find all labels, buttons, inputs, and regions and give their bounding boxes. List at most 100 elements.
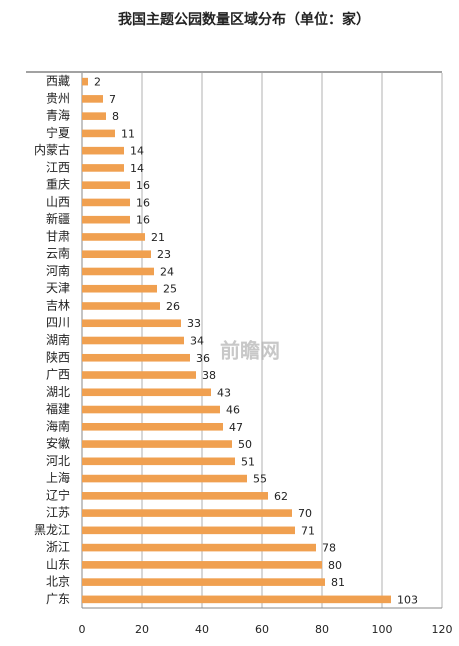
x-tick-label: 120 (432, 623, 453, 636)
bar (82, 474, 247, 483)
value-label: 46 (226, 404, 240, 417)
y-tick-label: 贵州 (46, 91, 70, 105)
value-label: 2 (94, 76, 101, 89)
bar (82, 353, 190, 362)
bar (82, 440, 232, 448)
bar (82, 405, 220, 414)
value-label: 62 (274, 490, 288, 503)
y-tick-label: 辽宁 (46, 487, 70, 502)
y-tick-label: 四川 (46, 316, 70, 330)
y-tick-label: 河北 (46, 454, 70, 468)
value-label: 71 (301, 524, 315, 537)
bar (82, 578, 325, 586)
value-label: 11 (121, 127, 135, 140)
value-label: 16 (136, 179, 150, 192)
bar (82, 164, 124, 172)
y-tick-label: 吉林 (46, 298, 70, 312)
value-label: 26 (166, 300, 180, 313)
value-label: 51 (241, 455, 255, 468)
y-tick-label: 北京 (46, 575, 70, 589)
value-label: 78 (322, 542, 336, 555)
y-tick-label: 山东 (46, 557, 70, 571)
value-label: 16 (136, 196, 150, 209)
bar (82, 319, 181, 328)
y-tick-label: 青海 (46, 108, 70, 123)
value-label: 38 (202, 369, 216, 382)
value-label: 70 (298, 507, 312, 520)
value-label: 55 (253, 473, 267, 486)
x-tick-label: 80 (315, 623, 329, 636)
bar (82, 146, 124, 155)
bar (82, 95, 103, 103)
y-tick-label: 海南 (46, 418, 70, 433)
chart-title: 我国主题公园数量区域分布（单位：家） (118, 11, 370, 28)
y-tick-label: 上海 (46, 470, 70, 485)
y-tick-label: 江西 (46, 160, 70, 174)
bar (82, 129, 115, 138)
y-tick-label: 天津 (46, 281, 70, 295)
y-tick-label: 山西 (46, 195, 70, 209)
value-label: 24 (160, 265, 174, 278)
bar (82, 77, 88, 86)
bar (82, 267, 154, 276)
bar (82, 388, 211, 397)
value-label: 16 (136, 214, 150, 227)
bar (82, 457, 235, 466)
y-tick-label: 福建 (46, 401, 70, 416)
value-label: 14 (130, 145, 144, 158)
value-label: 23 (157, 248, 171, 261)
value-label: 25 (163, 283, 177, 296)
x-tick-label: 20 (135, 623, 149, 636)
value-label: 47 (229, 421, 243, 434)
bar (82, 543, 316, 552)
bar (82, 233, 145, 241)
y-tick-label: 云南 (46, 246, 70, 261)
y-tick-label: 黑龙江 (34, 523, 70, 537)
bar (82, 595, 391, 604)
bar (82, 561, 322, 569)
value-label: 7 (109, 93, 116, 106)
y-tick-label: 新疆 (46, 211, 70, 226)
bar (82, 181, 130, 189)
value-label: 33 (187, 317, 201, 330)
x-tick-label: 40 (195, 623, 209, 636)
value-label: 34 (190, 335, 204, 348)
value-label: 14 (130, 162, 144, 175)
y-tick-label: 浙江 (46, 540, 70, 554)
y-tick-label: 陕西 (46, 349, 70, 364)
bar (82, 509, 292, 517)
y-tick-label: 湖北 (46, 384, 70, 399)
y-tick-label: 江苏 (46, 506, 70, 520)
bar (82, 492, 268, 500)
y-tick-label: 西藏 (46, 74, 70, 88)
y-tick-label: 重庆 (46, 178, 70, 192)
bar (82, 526, 295, 535)
bar (82, 284, 157, 293)
value-label: 81 (331, 576, 345, 589)
x-tick-label: 0 (79, 623, 86, 636)
bar (82, 198, 130, 207)
bar (82, 302, 160, 310)
y-tick-label: 甘肃 (46, 229, 70, 243)
value-label: 36 (196, 352, 210, 365)
y-tick-label: 湖南 (46, 332, 70, 347)
y-tick-label: 内蒙古 (34, 142, 70, 157)
value-label: 80 (328, 559, 342, 572)
y-tick-label: 安徽 (46, 436, 70, 451)
y-tick-label: 广西 (46, 368, 70, 382)
bar (82, 112, 106, 120)
bar (82, 215, 130, 224)
bar (82, 371, 196, 379)
y-tick-label: 广东 (46, 592, 70, 606)
watermark: 前瞻网 (220, 339, 280, 363)
value-label: 43 (217, 386, 231, 399)
y-tick-label: 宁夏 (46, 125, 70, 140)
value-label: 21 (151, 231, 165, 244)
x-tick-label: 60 (255, 623, 269, 636)
x-tick-label: 100 (372, 623, 393, 636)
value-label: 103 (397, 593, 418, 606)
y-tick-label: 河南 (46, 263, 70, 278)
value-label: 50 (238, 438, 252, 451)
bar (82, 336, 184, 345)
